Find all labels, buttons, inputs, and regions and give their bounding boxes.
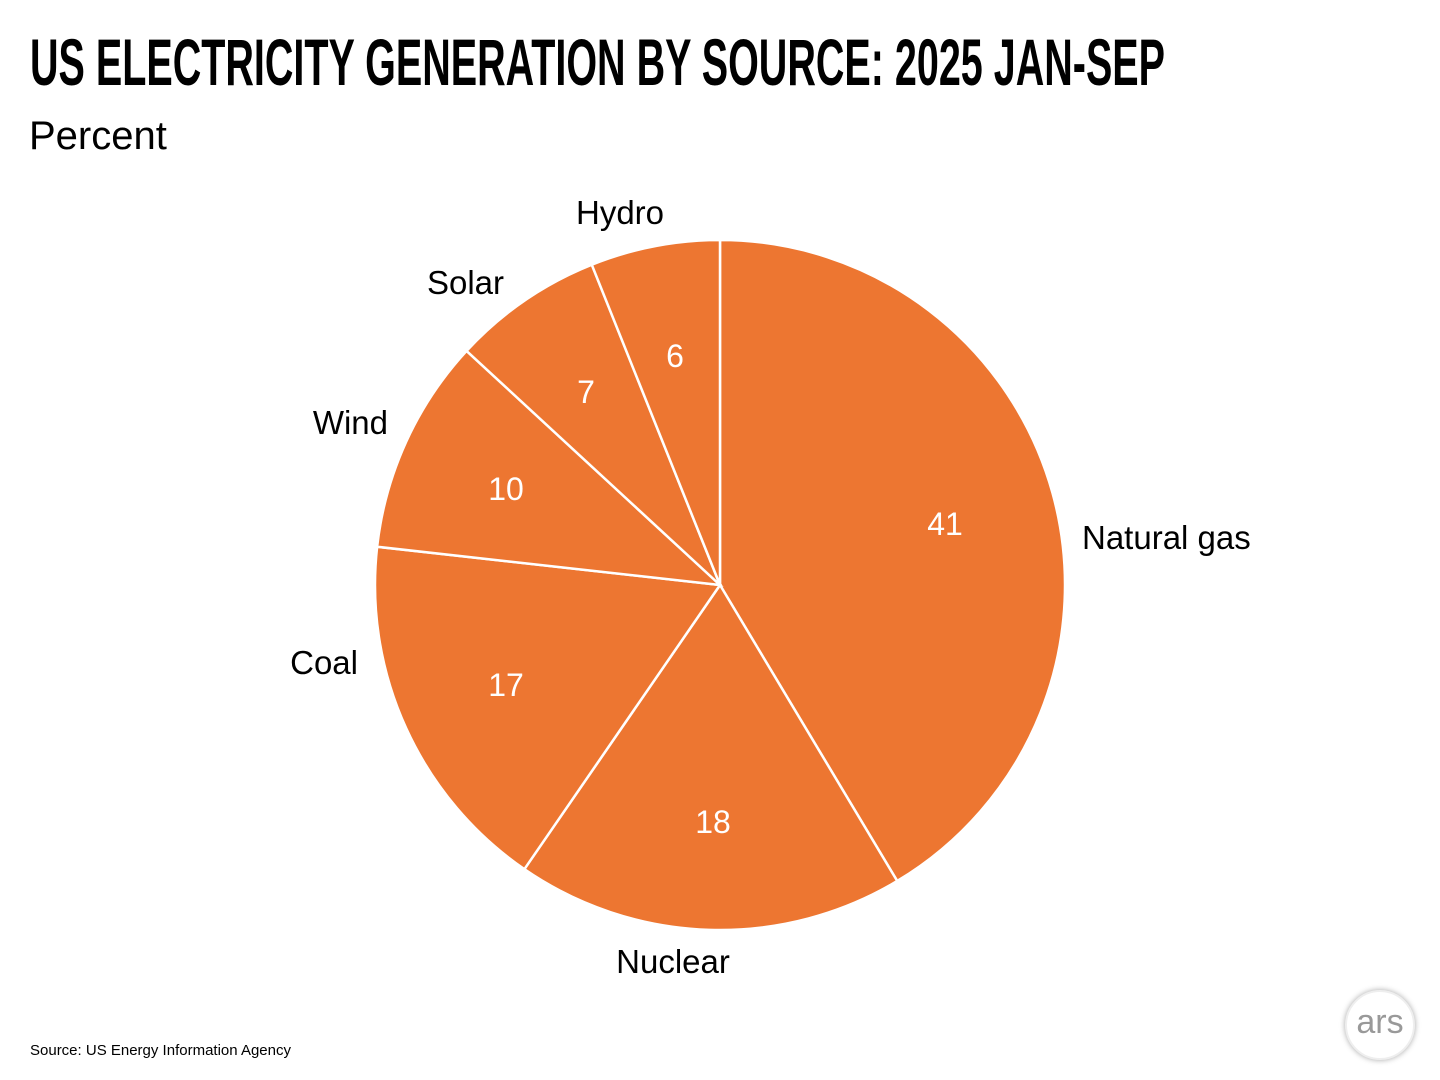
pie-slice-wind — [375, 349, 724, 587]
data-label: 41 — [927, 506, 963, 542]
category-label: Coal — [290, 644, 358, 681]
chart-subtitle: Percent — [29, 114, 167, 158]
data-label: 7 — [577, 374, 595, 410]
data-label: 17 — [488, 667, 524, 703]
category-label: Nuclear — [616, 943, 730, 980]
data-label: 10 — [488, 471, 524, 507]
category-label: Solar — [427, 264, 504, 301]
pie-slice-solar — [464, 263, 722, 586]
chart-title: US ELECTRICITY GENERATION BY SOURCE: 202… — [30, 25, 1165, 99]
ars-logo: ars — [1345, 990, 1415, 1060]
logo-text: ars — [1356, 1003, 1404, 1041]
pie-slice-hydro — [590, 238, 722, 586]
data-label: 6 — [666, 338, 684, 374]
source-note: Source: US Energy Information Agency — [30, 1042, 291, 1059]
data-label: 18 — [695, 804, 731, 840]
pie-slice-natural-gas — [718, 238, 1067, 883]
pie-slice-coal — [373, 545, 723, 871]
category-label: Natural gas — [1082, 519, 1251, 556]
category-label: Wind — [313, 404, 388, 441]
category-label: Hydro — [576, 194, 664, 231]
pie-slice-nuclear — [522, 582, 899, 932]
